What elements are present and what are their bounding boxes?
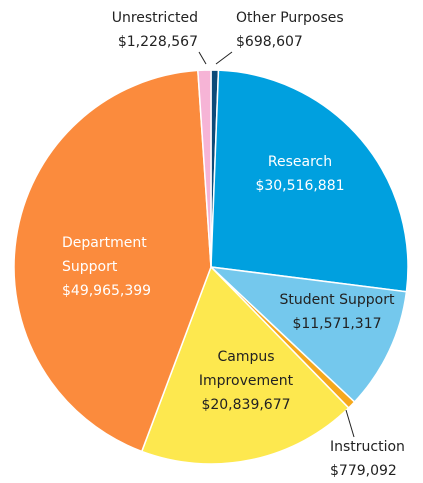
- slice-label: Unrestricted $1,228,567: [40, 6, 198, 54]
- leader-line: [345, 409, 355, 438]
- value-label: $779,092: [330, 463, 397, 479]
- slice-label: Instruction $779,092: [330, 435, 420, 483]
- slice-label: Student Support $11,571,317: [257, 288, 417, 336]
- category-label: Unrestricted: [111, 10, 198, 26]
- leader-line: [215, 51, 233, 65]
- value-label: $1,228,567: [117, 34, 198, 50]
- pie-slice: [208, 265, 408, 404]
- pie-slice: [140, 265, 350, 465]
- category-label: Student Support: [279, 292, 395, 308]
- category-label: Campus Improvement: [198, 349, 294, 389]
- slice-label: Department Support $49,965,399: [62, 231, 172, 303]
- category-label: Research: [267, 154, 333, 170]
- leader-line: [198, 51, 207, 65]
- value-label: $49,965,399: [62, 283, 152, 299]
- pie-slice: [210, 69, 409, 293]
- pie-slice: [197, 69, 212, 268]
- slice-label: Campus Improvement $20,839,677: [176, 345, 316, 417]
- value-label: $698,607: [236, 34, 303, 50]
- slice-label: Research $30,516,881: [220, 150, 380, 198]
- value-label: $30,516,881: [255, 178, 345, 194]
- category-label: Department Support: [62, 235, 147, 275]
- value-label: $20,839,677: [201, 397, 291, 413]
- pie-slice: [13, 69, 212, 453]
- category-label: Other Purposes: [236, 10, 344, 26]
- value-label: $11,571,317: [292, 316, 382, 332]
- category-label: Instruction: [330, 439, 405, 455]
- slice-label: Other Purposes $698,607: [236, 6, 396, 54]
